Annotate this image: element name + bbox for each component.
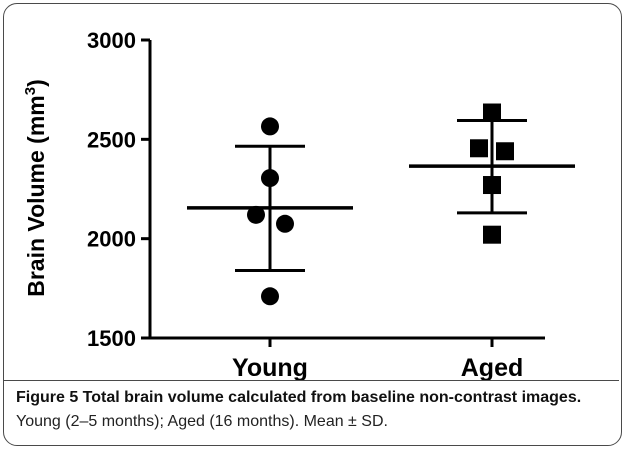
data-point-circle bbox=[261, 169, 279, 188]
y-tick-label: 2500 bbox=[87, 127, 136, 152]
chart-axes: 1500 2000 2500 3000 Young Aged bbox=[87, 28, 545, 380]
data-point-circle bbox=[261, 117, 279, 136]
data-point-square bbox=[483, 225, 501, 244]
figure-caption: Figure 5 Total brain volume calculated f… bbox=[16, 386, 616, 434]
y-tick-label: 1500 bbox=[87, 326, 136, 351]
data-point-square bbox=[483, 103, 501, 122]
y-axis-title: Brain Volume (mm3) bbox=[22, 79, 49, 297]
caption-text: Young (2–5 months); Aged (16 months). Me… bbox=[16, 413, 388, 430]
caption-divider bbox=[4, 380, 619, 381]
scatter-chart: 1500 2000 2500 3000 Young Aged Brain Volume (… bbox=[22, 28, 575, 380]
data-point-circle bbox=[261, 287, 279, 306]
data-point-square bbox=[470, 139, 488, 158]
chart-marks bbox=[187, 103, 575, 306]
data-point-circle bbox=[247, 205, 265, 224]
data-point-circle bbox=[276, 214, 294, 233]
y-tick-label: 3000 bbox=[87, 28, 136, 53]
data-point-square bbox=[496, 142, 514, 161]
y-tick-label: 2000 bbox=[87, 227, 136, 252]
figure-frame bbox=[3, 3, 622, 446]
caption-title: Figure 5 Total brain volume calculated f… bbox=[16, 389, 582, 406]
data-point-square bbox=[483, 176, 501, 195]
x-category-label: Young bbox=[232, 354, 308, 380]
x-category-label: Aged bbox=[461, 354, 524, 380]
